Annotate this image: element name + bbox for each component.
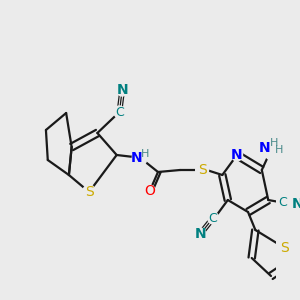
Text: N: N [231,148,243,162]
Text: H: H [141,149,149,159]
Circle shape [144,185,155,197]
Circle shape [196,163,208,177]
Text: O: O [144,184,155,198]
Text: H: H [275,145,284,155]
Circle shape [195,228,206,240]
Circle shape [265,144,279,160]
Circle shape [278,196,288,208]
Text: H: H [270,138,278,148]
Text: S: S [280,241,289,255]
Text: C: C [279,196,287,208]
Circle shape [278,241,291,255]
Text: S: S [85,185,94,199]
Text: N: N [131,151,143,165]
Circle shape [117,84,128,96]
Circle shape [132,150,147,166]
Text: N: N [259,141,270,155]
Text: N: N [292,197,300,211]
Text: C: C [115,106,124,118]
Text: S: S [198,163,206,177]
Text: N: N [116,83,128,97]
Circle shape [232,149,242,161]
Text: N: N [194,227,206,241]
Circle shape [208,212,219,224]
Circle shape [83,185,95,199]
Circle shape [114,106,125,118]
Text: C: C [209,212,218,224]
Circle shape [292,198,300,210]
